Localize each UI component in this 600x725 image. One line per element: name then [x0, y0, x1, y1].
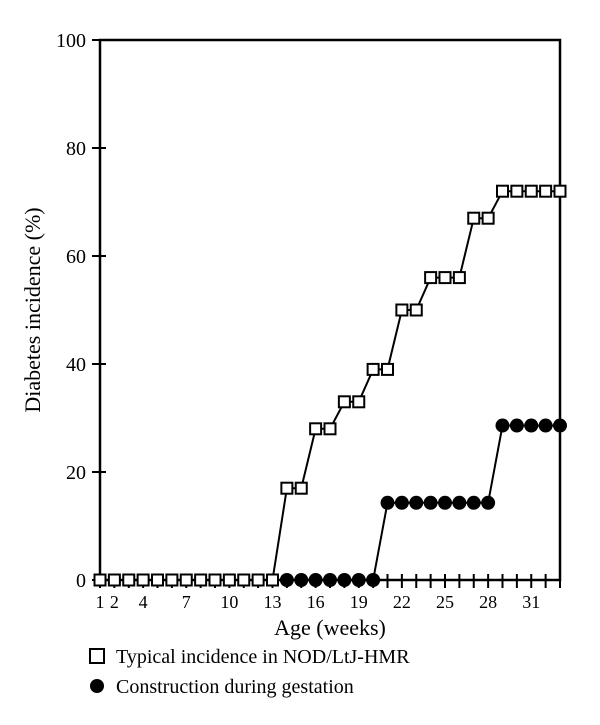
x-tick-label: 10 — [220, 592, 238, 612]
marker-gestation — [553, 419, 567, 433]
marker-typical — [353, 396, 364, 407]
series-line-gestation — [287, 426, 560, 580]
marker-typical — [468, 213, 479, 224]
legend-label-gestation: Construction during gestation — [116, 676, 354, 698]
marker-typical — [195, 575, 206, 586]
marker-typical — [310, 423, 321, 434]
x-tick-label: 22 — [393, 592, 411, 612]
x-tick-label: 13 — [264, 592, 282, 612]
marker-typical — [296, 483, 307, 494]
marker-typical — [411, 305, 422, 316]
x-tick-label: 25 — [436, 592, 454, 612]
marker-typical — [555, 186, 566, 197]
x-tick-label: 16 — [307, 592, 325, 612]
marker-gestation — [294, 573, 308, 587]
marker-typical — [454, 272, 465, 283]
marker-typical — [440, 272, 451, 283]
marker-typical — [483, 213, 494, 224]
marker-typical — [497, 186, 508, 197]
legend-marker-circle — [90, 679, 104, 693]
marker-typical — [181, 575, 192, 586]
legend-label-typical: Typical incidence in NOD/LtJ-HMR — [116, 646, 410, 668]
marker-typical — [123, 575, 134, 586]
marker-typical — [152, 575, 163, 586]
marker-gestation — [352, 573, 366, 587]
marker-gestation — [409, 496, 423, 510]
x-tick-label: 4 — [139, 592, 148, 612]
marker-typical — [253, 575, 264, 586]
marker-typical — [382, 364, 393, 375]
y-axis-label: Diabetes incidence (%) — [20, 207, 45, 412]
marker-typical — [224, 575, 235, 586]
marker-typical — [267, 575, 278, 586]
y-tick-label: 60 — [66, 246, 86, 268]
x-axis-label: Age (weeks) — [274, 615, 386, 640]
marker-gestation — [452, 496, 466, 510]
marker-gestation — [395, 496, 409, 510]
marker-typical — [325, 423, 336, 434]
marker-typical — [511, 186, 522, 197]
series-line-typical — [100, 191, 560, 580]
y-tick-label: 100 — [56, 30, 86, 52]
marker-gestation — [381, 496, 395, 510]
marker-typical — [396, 305, 407, 316]
y-tick-label: 20 — [66, 462, 86, 484]
marker-gestation — [438, 496, 452, 510]
marker-gestation — [510, 419, 524, 433]
chart-svg: 0 20 40 60 80 100 Diabetes incidence (%) 124 7 10… — [0, 0, 600, 725]
x-tick-label: 7 — [182, 592, 191, 612]
legend-marker-square — [90, 649, 104, 663]
marker-gestation — [366, 573, 380, 587]
marker-gestation — [496, 419, 510, 433]
chart-container: 0 20 40 60 80 100 Diabetes incidence (%) 124 7 10… — [0, 0, 600, 725]
marker-typical — [138, 575, 149, 586]
marker-typical — [166, 575, 177, 586]
marker-gestation — [524, 419, 538, 433]
marker-gestation — [337, 573, 351, 587]
marker-gestation — [467, 496, 481, 510]
marker-gestation — [539, 419, 553, 433]
marker-gestation — [309, 573, 323, 587]
y-tick-label: 80 — [66, 138, 86, 160]
marker-typical — [526, 186, 537, 197]
marker-typical — [339, 396, 350, 407]
marker-typical — [281, 483, 292, 494]
marker-typical — [368, 364, 379, 375]
x-tick-label: 31 — [522, 592, 540, 612]
marker-typical — [238, 575, 249, 586]
marker-gestation — [323, 573, 337, 587]
marker-gestation — [280, 573, 294, 587]
marker-typical — [210, 575, 221, 586]
x-tick-label: 28 — [479, 592, 497, 612]
marker-gestation — [481, 496, 495, 510]
marker-typical — [425, 272, 436, 283]
y-tick-label: 0 — [76, 570, 86, 592]
marker-typical — [109, 575, 120, 586]
y-tick-label: 40 — [66, 354, 86, 376]
marker-gestation — [424, 496, 438, 510]
marker-typical — [95, 575, 106, 586]
x-tick-label: 1 — [96, 592, 105, 612]
x-tick-label: 2 — [110, 592, 119, 612]
marker-typical — [540, 186, 551, 197]
x-tick-label: 19 — [350, 592, 368, 612]
